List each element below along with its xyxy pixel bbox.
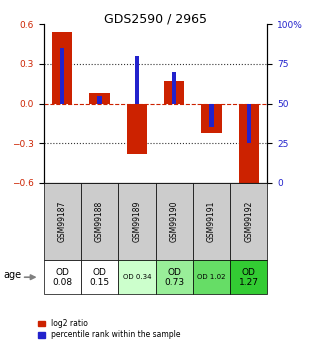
Bar	[97, 96, 102, 104]
Text: GSM99190: GSM99190	[170, 201, 179, 243]
Text: GSM99188: GSM99188	[95, 201, 104, 242]
Text: GSM99187: GSM99187	[58, 201, 67, 242]
Bar	[60, 48, 64, 104]
Text: GSM99189: GSM99189	[132, 201, 141, 242]
Bar	[89, 93, 110, 104]
Bar	[201, 104, 222, 132]
Text: OD
0.15: OD 0.15	[90, 267, 109, 287]
Text: GSM99191: GSM99191	[207, 201, 216, 242]
Bar	[172, 72, 176, 103]
Text: GSM99192: GSM99192	[244, 201, 253, 242]
Bar	[135, 56, 139, 104]
Bar	[164, 81, 184, 103]
Text: OD
1.27: OD 1.27	[239, 267, 259, 287]
Text: OD
0.73: OD 0.73	[164, 267, 184, 287]
Text: OD 0.34: OD 0.34	[123, 274, 151, 280]
Text: OD
0.08: OD 0.08	[52, 267, 72, 287]
Text: GDS2590 / 2965: GDS2590 / 2965	[104, 12, 207, 25]
Text: age: age	[3, 270, 21, 280]
Bar	[52, 32, 72, 104]
Legend: log2 ratio, percentile rank within the sample: log2 ratio, percentile rank within the s…	[38, 319, 180, 339]
Bar	[239, 104, 259, 189]
Bar	[247, 104, 251, 143]
Text: OD 1.02: OD 1.02	[197, 274, 226, 280]
Bar	[127, 104, 147, 154]
Bar	[209, 104, 214, 127]
